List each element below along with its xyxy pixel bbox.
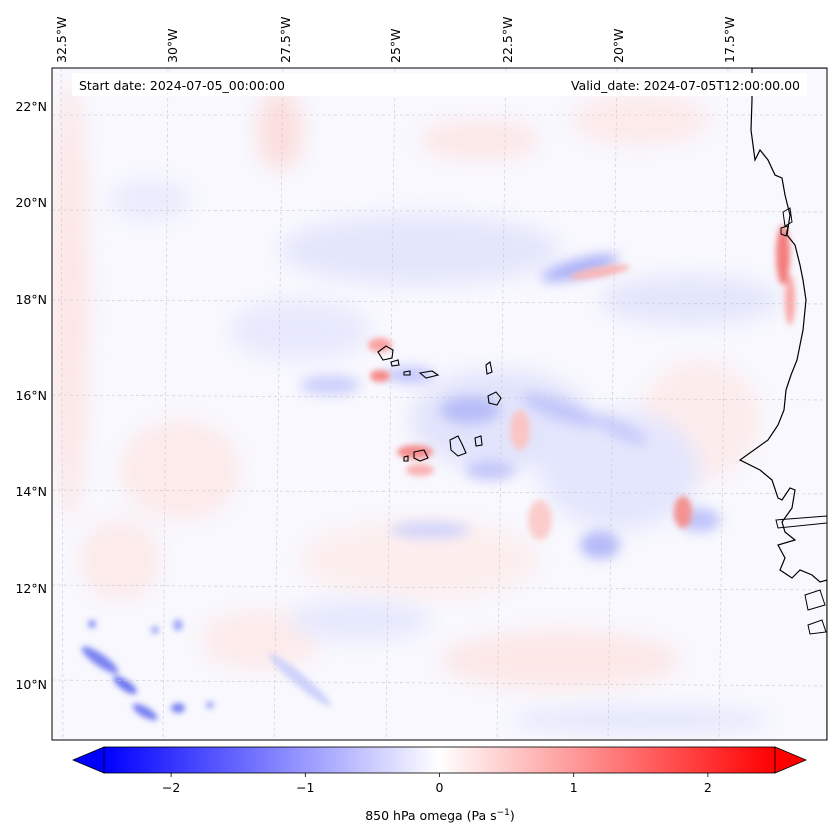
colorbar-tick-label: 2 xyxy=(704,780,712,795)
colorbar-tick-label: −1 xyxy=(296,780,314,795)
lat-label: 16°N xyxy=(15,388,47,403)
lat-label: 22°N xyxy=(15,99,47,114)
africa-coastline xyxy=(738,68,827,740)
lon-label: 20°W xyxy=(611,28,626,63)
lon-label: 25°W xyxy=(388,28,403,63)
lon-label: 32.5°W xyxy=(54,17,69,63)
plot-area xyxy=(52,68,827,740)
colorbar-label-close: ) xyxy=(510,808,515,823)
longitude-labels: 32.5°W 30°W 27.5°W 25°W 22.5°W 20°W 17.5… xyxy=(54,17,737,63)
colorbar-tick-label: 1 xyxy=(570,780,578,795)
strong-ascent-features xyxy=(300,254,720,559)
colorbar-ticks: −2 −1 0 1 2 xyxy=(162,773,712,795)
colorbar-label-text: 850 hPa omega (Pa s xyxy=(365,808,496,823)
colorbar-extend-high xyxy=(774,746,808,774)
lon-label: 27.5°W xyxy=(278,17,293,63)
colorbar-label: 850 hPa omega (Pa s−1) xyxy=(365,808,515,823)
weak-ascent-areas xyxy=(110,180,780,732)
lat-label: 14°N xyxy=(15,484,47,499)
lat-label: 10°N xyxy=(15,677,47,692)
lon-label: 30°W xyxy=(165,28,180,63)
latitude-labels: 22°N 20°N 18°N 16°N 14°N 12°N 10°N xyxy=(15,99,47,692)
colorbar: −2 −1 0 1 2 850 hPa omega (Pa s−1) xyxy=(71,746,808,823)
colorbar-tick-label: 0 xyxy=(436,780,444,795)
colorbar-extend-low xyxy=(71,746,105,774)
map-frame xyxy=(51,67,828,741)
lon-label: 22.5°W xyxy=(500,17,515,63)
weak-subsidence-areas xyxy=(52,80,760,690)
valid-date: Valid_date: 2024-07-05T12:00:00.00 xyxy=(571,78,800,93)
cape-verde-islands xyxy=(377,345,502,462)
start-date: Start date: 2024-07-05_00:00:00 xyxy=(79,78,285,93)
graticule xyxy=(52,68,827,740)
lon-label: 17.5°W xyxy=(722,17,737,63)
colorbar-label-exponent: −1 xyxy=(497,808,510,818)
strong-subsidence-features xyxy=(368,225,795,540)
colorbar-bar xyxy=(103,746,776,774)
lat-label: 20°N xyxy=(15,195,47,210)
lat-label: 18°N xyxy=(15,292,47,307)
lat-label: 12°N xyxy=(15,581,47,596)
header-box xyxy=(72,73,807,96)
coastal-lakes xyxy=(775,207,827,635)
colorbar-tick-label: −2 xyxy=(162,780,180,795)
